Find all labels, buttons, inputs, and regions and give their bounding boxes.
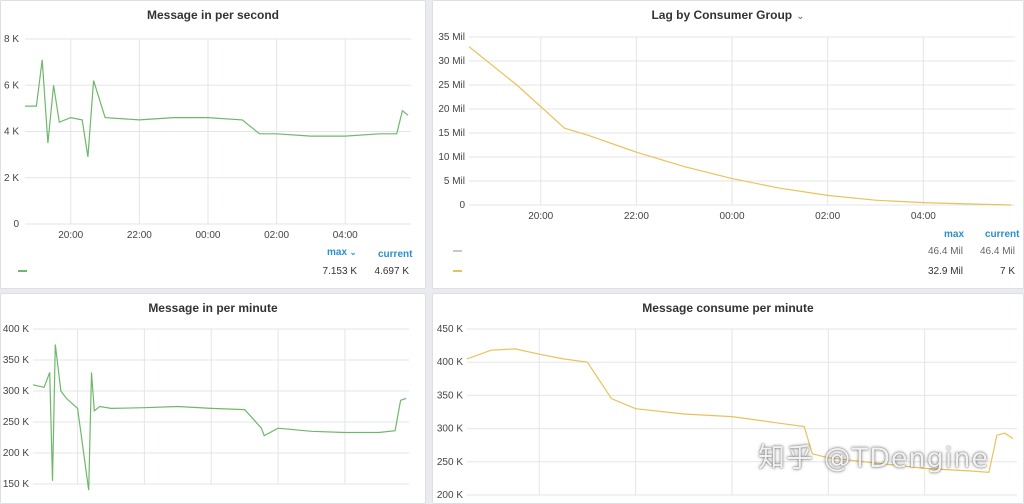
legend-max-value: 46.4 Mil bbox=[927, 246, 963, 257]
y-tick-label: 30 Mil bbox=[438, 56, 465, 67]
series-line bbox=[466, 348, 1014, 474]
y-tick-label: 15 Mil bbox=[438, 128, 465, 139]
x-tick-label: 20:00 bbox=[528, 211, 553, 222]
legend-current-header[interactable]: current bbox=[378, 249, 413, 260]
x-tick-label: 04:00 bbox=[911, 211, 936, 222]
legend-series-swatch bbox=[453, 250, 462, 252]
grid-lines bbox=[25, 38, 411, 225]
series-line bbox=[468, 46, 1012, 206]
legend-current-header[interactable]: current bbox=[985, 229, 1020, 240]
series-line bbox=[32, 344, 407, 491]
y-tick-label: 200 K bbox=[3, 448, 29, 459]
chevron-down-icon: ⌄ bbox=[349, 248, 357, 257]
panel-message-consume-per-minute[interactable]: Message consume per minute 450 K 400 K 350… bbox=[432, 293, 1024, 504]
y-tick-label: 2 K bbox=[4, 173, 19, 184]
y-tick-label: 8 K bbox=[4, 34, 19, 45]
y-tick-label: 400 K bbox=[437, 357, 463, 368]
chart-message-in-per-minute: 400 K 350 K 300 K 250 K 200 K 150 K bbox=[3, 324, 409, 491]
x-tick-label: 00:00 bbox=[195, 230, 220, 241]
grid-lines bbox=[469, 36, 1015, 206]
panel-title[interactable]: Lag by Consumer Group ⌄ bbox=[433, 8, 1023, 22]
chart-lag-by-consumer-group: 35 Mil 30 Mil 25 Mil 20 Mil 15 Mil 10 Mil 5 Mi… bbox=[438, 32, 1015, 222]
chart-message-consume-per-minute: 450 K 400 K 350 K 300 K 250 K 200 K bbox=[437, 324, 1017, 501]
chevron-down-icon[interactable]: ⌄ bbox=[796, 11, 805, 22]
y-axis-labels: 400 K 350 K 300 K 250 K 200 K 150 K bbox=[3, 324, 29, 490]
legend-current-value: 4.697 K bbox=[374, 266, 409, 277]
panel-title[interactable]: Message consume per minute bbox=[642, 301, 814, 315]
panel-lag-by-consumer-group[interactable]: Lag by Consumer Group ⌄ 35 Mil 30 Mil 25 Mi… bbox=[432, 0, 1024, 289]
y-tick-label: 6 K bbox=[4, 80, 19, 91]
legend-max-label: max bbox=[327, 247, 348, 258]
panel-message-in-per-minute[interactable]: Message in per minute 400 K 350 K 300 K 250… bbox=[0, 293, 426, 504]
y-tick-label: 150 K bbox=[3, 479, 29, 490]
panel-title-text: Lag by Consumer Group bbox=[651, 8, 793, 22]
y-tick-label: 400 K bbox=[3, 324, 29, 335]
panel-title[interactable]: Message in per minute bbox=[148, 301, 278, 315]
y-axis-labels: 8 K 6 K 4 K 2 K 0 bbox=[4, 34, 19, 230]
x-axis-labels: 20:00 22:00 00:00 02:00 04:00 bbox=[528, 211, 936, 222]
legend-max-header[interactable]: max bbox=[944, 229, 965, 240]
chart-message-in-per-second: 8 K 6 K 4 K 2 K 0 20:00 22:00 00:00 02:00 04:00 bbox=[4, 34, 411, 241]
y-tick-label: 5 Mil bbox=[444, 176, 465, 187]
grid-lines bbox=[467, 328, 1017, 496]
y-tick-label: 0 bbox=[459, 200, 465, 211]
legend-series-swatch bbox=[453, 270, 462, 272]
x-tick-label: 20:00 bbox=[58, 230, 83, 241]
y-tick-label: 350 K bbox=[3, 355, 29, 366]
x-axis-labels: 20:00 22:00 00:00 02:00 04:00 bbox=[58, 230, 358, 241]
legend-current-value: 7 K bbox=[999, 266, 1015, 277]
y-tick-label: 25 Mil bbox=[438, 80, 465, 91]
legend-current-value: 46.4 Mil bbox=[979, 246, 1015, 257]
y-tick-label: 35 Mil bbox=[438, 32, 465, 43]
y-tick-label: 450 K bbox=[437, 324, 463, 335]
legend-max-value: 32.9 Mil bbox=[927, 266, 963, 277]
legend-series-swatch bbox=[18, 270, 27, 272]
panel-message-in-per-second[interactable]: Message in per second 8 K 6 K 4 K 2 K 0 20:0… bbox=[0, 0, 426, 289]
x-tick-label: 22:00 bbox=[624, 211, 649, 222]
y-tick-label: 0 bbox=[13, 219, 19, 230]
x-tick-label: 22:00 bbox=[127, 230, 152, 241]
y-tick-label: 250 K bbox=[3, 417, 29, 428]
legend-max-header[interactable]: max ⌄ bbox=[327, 247, 357, 258]
grid-lines bbox=[33, 328, 409, 485]
y-axis-labels: 450 K 400 K 350 K 300 K 250 K 200 K bbox=[437, 324, 463, 501]
y-tick-label: 250 K bbox=[437, 457, 463, 468]
y-tick-label: 350 K bbox=[437, 390, 463, 401]
x-tick-label: 00:00 bbox=[720, 211, 745, 222]
y-tick-label: 4 K bbox=[4, 127, 19, 138]
panel-title[interactable]: Message in per second bbox=[146, 8, 280, 22]
y-tick-label: 10 Mil bbox=[438, 152, 465, 163]
y-tick-label: 300 K bbox=[3, 386, 29, 397]
x-tick-label: 04:00 bbox=[333, 230, 358, 241]
y-axis-labels: 35 Mil 30 Mil 25 Mil 20 Mil 15 Mil 10 Mil 5 Mi… bbox=[438, 32, 465, 211]
x-tick-label: 02:00 bbox=[815, 211, 840, 222]
y-tick-label: 200 K bbox=[437, 490, 463, 501]
legend-max-value: 7.153 K bbox=[322, 266, 357, 277]
watermark-text: 知乎 @TDengine bbox=[758, 443, 989, 474]
x-tick-label: 02:00 bbox=[264, 230, 289, 241]
y-tick-label: 20 Mil bbox=[438, 104, 465, 115]
series-line bbox=[25, 59, 409, 157]
y-tick-label: 300 K bbox=[437, 424, 463, 435]
